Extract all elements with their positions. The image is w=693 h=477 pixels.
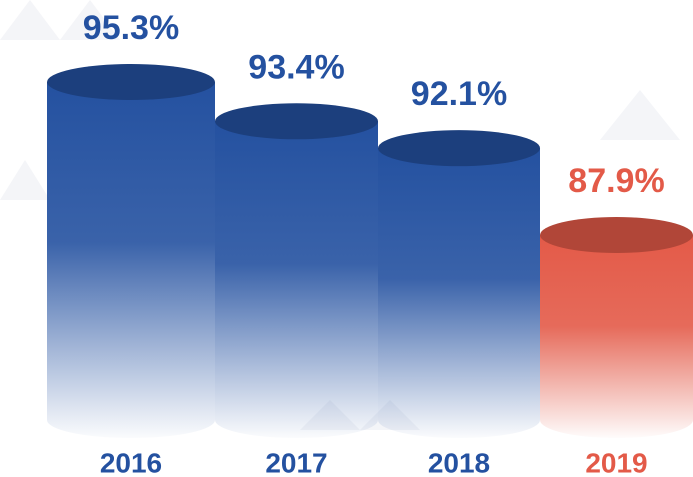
value-label: 87.9%: [568, 162, 664, 200]
cylinder-top: [540, 217, 693, 253]
cylinder-top: [378, 130, 540, 167]
cylinder-body: [540, 235, 693, 438]
cylinder-body: [47, 82, 215, 438]
value-label: 95.3%: [83, 9, 179, 47]
category-label: 2016: [100, 447, 162, 477]
cylinder-top: [215, 103, 378, 140]
category-label: 2017: [265, 447, 327, 477]
cylinder-body: [378, 148, 540, 438]
category-label: 2018: [428, 447, 490, 477]
value-label: 92.1%: [411, 75, 507, 113]
value-label: 93.4%: [248, 48, 344, 86]
category-label: 2019: [585, 447, 647, 477]
cylinder-body: [215, 121, 378, 438]
cylinder-top: [47, 64, 215, 100]
